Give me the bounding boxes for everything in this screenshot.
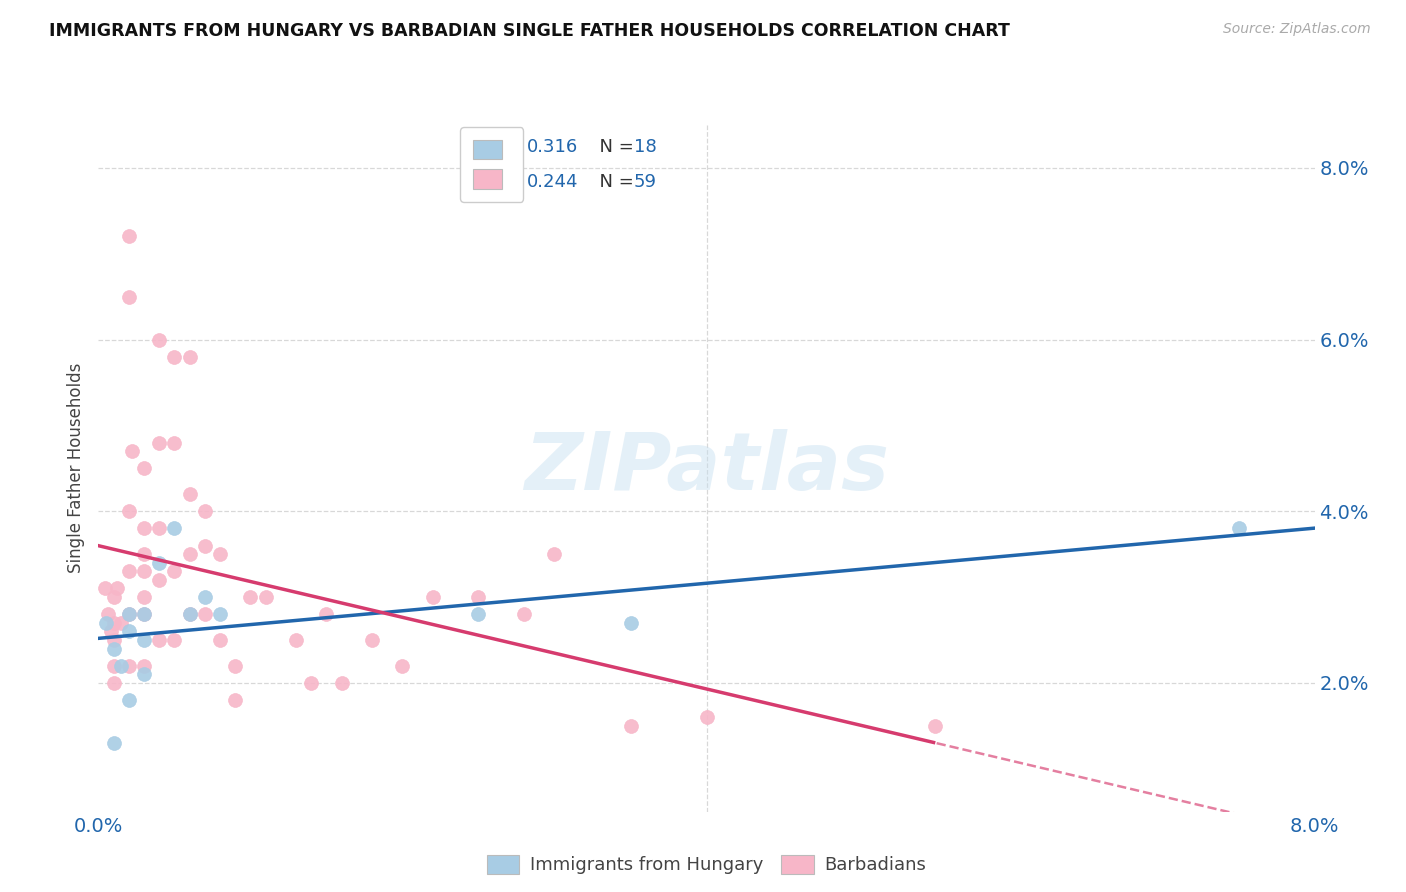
Point [194,504,217,518]
Point [110,615,132,630]
Point [1227,521,1250,535]
Point [118,289,141,303]
Point [118,564,141,578]
Point [391,658,413,673]
Point [148,573,170,587]
Point [132,564,155,578]
Point [467,590,489,604]
Point [422,590,444,604]
Point [103,658,125,673]
Point [315,607,337,622]
Point [361,633,384,648]
Point [132,590,155,604]
Point [118,658,141,673]
Y-axis label: Single Father Households: Single Father Households [66,363,84,574]
Point [103,641,125,656]
Text: 18: 18 [634,138,657,156]
Point [179,350,201,364]
Point [132,607,155,622]
Point [96,607,118,622]
Point [132,607,155,622]
Point [148,633,170,648]
Point [148,556,170,570]
Text: Source: ZipAtlas.com: Source: ZipAtlas.com [1223,22,1371,37]
Text: N =: N = [588,138,640,156]
Point [103,615,125,630]
Point [179,547,201,561]
Point [696,710,718,724]
Point [148,333,170,347]
Point [163,633,186,648]
Point [148,435,170,450]
Point [118,607,141,622]
Point [118,504,141,518]
Point [299,676,322,690]
Point [179,607,201,622]
Point [194,539,217,553]
Point [513,607,536,622]
Point [118,624,141,639]
Legend: Immigrants from Hungary, Barbadians: Immigrants from Hungary, Barbadians [479,847,934,881]
Point [132,633,155,648]
Text: IMMIGRANTS FROM HUNGARY VS BARBADIAN SINGLE FATHER HOUSEHOLDS CORRELATION CHART: IMMIGRANTS FROM HUNGARY VS BARBADIAN SIN… [49,22,1010,40]
Text: 0.244: 0.244 [527,173,578,191]
Point [224,658,246,673]
Point [209,607,232,622]
Point [163,435,186,450]
Point [103,590,125,604]
Point [163,521,186,535]
Point [163,350,186,364]
Point [194,607,217,622]
Point [118,229,141,244]
Point [194,590,217,604]
Point [100,624,122,639]
Point [224,693,246,707]
Text: N =: N = [588,173,640,191]
Point [103,736,125,750]
Point [105,582,128,596]
Text: R =: R = [484,173,523,191]
Point [118,693,141,707]
Point [330,676,353,690]
Point [543,547,565,561]
Point [209,633,232,648]
Point [103,633,125,648]
Point [121,444,143,458]
Text: 59: 59 [634,173,657,191]
Text: 0.316: 0.316 [527,138,578,156]
Point [148,521,170,535]
Point [103,676,125,690]
Point [619,719,641,733]
Point [179,487,201,501]
Point [118,607,141,622]
Point [110,658,132,673]
Point [132,461,155,475]
Point [924,719,946,733]
Point [163,564,186,578]
Point [132,667,155,681]
Text: R =: R = [484,138,523,156]
Point [179,607,201,622]
Point [467,607,489,622]
Point [254,590,277,604]
Point [132,547,155,561]
Point [132,658,155,673]
Point [94,615,117,630]
Point [132,521,155,535]
Point [285,633,308,648]
Point [239,590,262,604]
Point [619,615,641,630]
Text: ZIPatlas: ZIPatlas [524,429,889,508]
Point [93,582,115,596]
Point [209,547,232,561]
